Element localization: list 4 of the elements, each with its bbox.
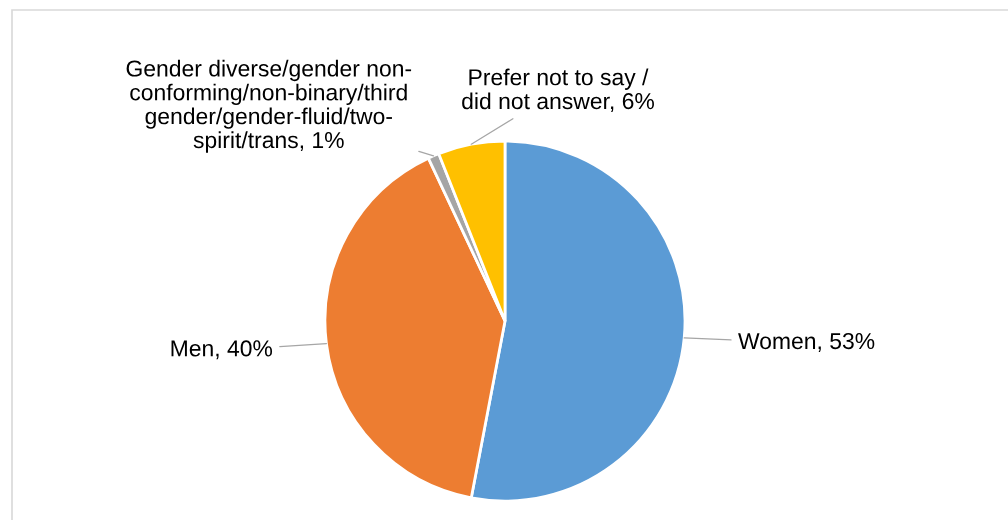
slice-label: Women, 53% — [738, 332, 875, 352]
slice-label: Men, 40% — [171, 340, 273, 360]
slice-label: Gender diverse/gender non- conforming/non-binary/third gender/gender-fluid/two- spirit/trans, 1% — [126, 59, 412, 153]
slice-label: Prefer not to say / did not answer, 6% — [462, 68, 654, 112]
